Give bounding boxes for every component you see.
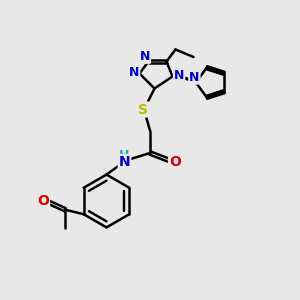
Text: O: O bbox=[37, 194, 49, 208]
Text: N: N bbox=[174, 69, 184, 82]
Text: S: S bbox=[138, 103, 148, 116]
Text: N: N bbox=[129, 65, 139, 79]
Text: N: N bbox=[189, 70, 200, 84]
Text: O: O bbox=[169, 155, 181, 169]
Text: H: H bbox=[119, 148, 130, 162]
Text: N: N bbox=[119, 155, 130, 169]
Text: N: N bbox=[140, 50, 150, 63]
